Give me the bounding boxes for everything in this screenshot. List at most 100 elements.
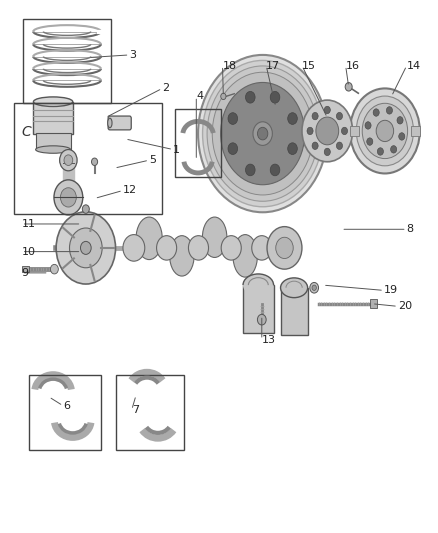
Circle shape — [245, 164, 255, 176]
Circle shape — [81, 241, 91, 254]
Text: 18: 18 — [223, 61, 237, 70]
Circle shape — [245, 91, 255, 103]
Bar — [175, 109, 221, 177]
Circle shape — [356, 96, 413, 166]
Circle shape — [345, 83, 352, 91]
Circle shape — [70, 228, 102, 268]
Ellipse shape — [243, 274, 274, 296]
Circle shape — [258, 314, 266, 325]
Circle shape — [221, 236, 241, 260]
Bar — [243, 285, 274, 333]
Circle shape — [386, 107, 392, 114]
Circle shape — [188, 236, 208, 260]
Text: 11: 11 — [21, 219, 35, 229]
Circle shape — [56, 212, 116, 284]
Circle shape — [82, 205, 89, 213]
Text: 16: 16 — [346, 61, 360, 70]
Circle shape — [365, 122, 371, 129]
Circle shape — [310, 282, 318, 293]
Circle shape — [92, 158, 98, 165]
Circle shape — [50, 264, 58, 274]
Text: 13: 13 — [262, 335, 276, 345]
Circle shape — [198, 55, 327, 212]
Bar — [14, 103, 162, 214]
Circle shape — [253, 122, 272, 146]
FancyBboxPatch shape — [108, 116, 131, 130]
Ellipse shape — [170, 236, 194, 276]
Circle shape — [64, 155, 73, 165]
Ellipse shape — [233, 235, 258, 277]
Text: 9: 9 — [21, 268, 29, 278]
Circle shape — [336, 142, 343, 149]
Circle shape — [202, 60, 323, 207]
Text: 14: 14 — [407, 61, 421, 70]
Circle shape — [342, 127, 348, 135]
Circle shape — [288, 112, 297, 124]
Circle shape — [258, 127, 268, 140]
Circle shape — [399, 133, 405, 140]
Circle shape — [228, 143, 237, 155]
Circle shape — [267, 227, 302, 269]
Circle shape — [212, 72, 313, 195]
Bar — [350, 126, 359, 136]
Circle shape — [288, 143, 297, 155]
Text: 12: 12 — [123, 185, 137, 196]
Bar — [23, 19, 111, 103]
Circle shape — [316, 117, 339, 145]
Circle shape — [376, 120, 394, 142]
Bar — [35, 133, 71, 150]
Text: 2: 2 — [162, 83, 170, 93]
Text: 15: 15 — [302, 61, 316, 70]
Circle shape — [324, 148, 330, 156]
Ellipse shape — [108, 118, 112, 128]
Ellipse shape — [136, 217, 162, 260]
Ellipse shape — [33, 97, 73, 107]
Circle shape — [60, 150, 77, 171]
Ellipse shape — [202, 217, 227, 257]
Text: 6: 6 — [63, 401, 70, 411]
Circle shape — [377, 148, 383, 155]
Circle shape — [270, 164, 280, 176]
Circle shape — [350, 88, 420, 173]
Text: 8: 8 — [407, 224, 414, 235]
Bar — [370, 300, 378, 308]
Circle shape — [60, 188, 76, 207]
Circle shape — [312, 112, 318, 120]
Circle shape — [312, 285, 316, 290]
Ellipse shape — [35, 146, 71, 154]
Circle shape — [54, 180, 83, 215]
Bar — [29, 375, 101, 450]
Circle shape — [207, 66, 318, 201]
Bar — [117, 375, 184, 450]
Circle shape — [307, 127, 313, 135]
Text: 5: 5 — [149, 155, 156, 165]
Bar — [411, 126, 420, 136]
Circle shape — [156, 236, 177, 260]
Circle shape — [252, 236, 272, 260]
Bar — [33, 102, 73, 134]
Circle shape — [391, 146, 397, 153]
Circle shape — [221, 93, 226, 100]
Circle shape — [367, 138, 373, 146]
Text: 4: 4 — [196, 91, 203, 101]
Bar — [21, 266, 28, 272]
Circle shape — [362, 103, 408, 159]
Circle shape — [276, 237, 293, 259]
Ellipse shape — [281, 278, 307, 297]
Circle shape — [397, 117, 403, 124]
Circle shape — [373, 109, 379, 116]
Circle shape — [270, 91, 280, 103]
Text: 1: 1 — [173, 144, 180, 155]
Circle shape — [221, 83, 305, 185]
Text: 10: 10 — [21, 247, 35, 256]
Circle shape — [336, 112, 343, 120]
Text: 17: 17 — [266, 61, 280, 70]
Bar — [281, 288, 307, 335]
Text: 20: 20 — [398, 301, 412, 311]
Text: 19: 19 — [384, 286, 398, 295]
Text: C: C — [21, 125, 32, 139]
Circle shape — [302, 100, 353, 162]
Circle shape — [123, 235, 145, 261]
Circle shape — [228, 112, 237, 124]
Circle shape — [312, 142, 318, 149]
